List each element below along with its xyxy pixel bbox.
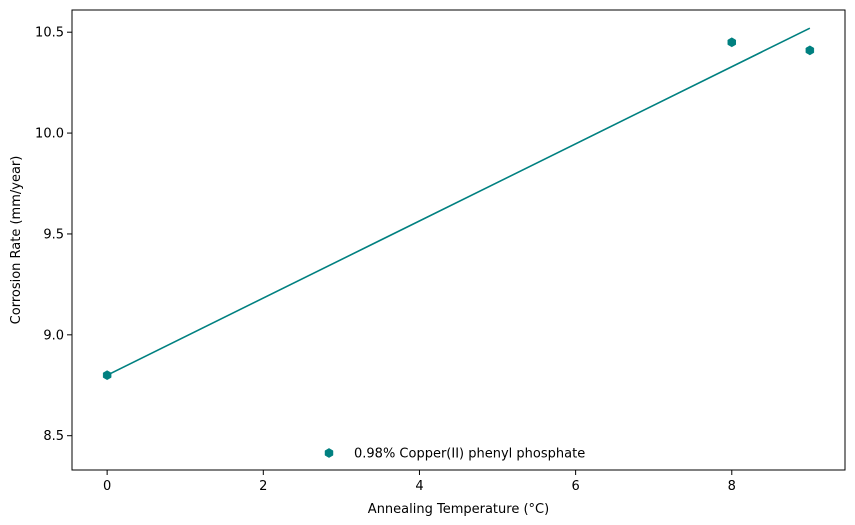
x-tick-label-2: 4: [415, 479, 423, 494]
data-point-0-0: [102, 370, 112, 381]
x-tick-label-1: 2: [259, 479, 267, 494]
data-point-0-2: [805, 45, 815, 56]
legend-marker: [324, 448, 334, 458]
axes: 0 2 4 6 8 8.5 9.0 9.5 10.0 10.5: [35, 9, 846, 494]
plot-area: [102, 27, 815, 381]
y-tick-label-1: 9.0: [43, 328, 64, 343]
legend: 0.98% Copper(II) phenyl phosphate: [324, 447, 585, 462]
axes-frame: [71, 9, 846, 471]
y-tick-label-2: 9.5: [43, 227, 64, 242]
x-axis-label: Annealing Temperature (°C): [368, 502, 549, 517]
y-tick-label-3: 10.0: [35, 127, 64, 142]
legend-label: 0.98% Copper(II) phenyl phosphate: [354, 447, 585, 462]
x-tick-label-4: 8: [728, 479, 736, 494]
y-tick-label-4: 10.5: [35, 26, 64, 41]
x-tick-label-0: 0: [103, 479, 111, 494]
fit-line: [106, 27, 811, 376]
y-axis-label: Corrosion Rate (mm/year): [9, 156, 24, 325]
x-tick-label-3: 6: [571, 479, 579, 494]
data-point-0-1: [727, 37, 737, 48]
y-tick-label-0: 8.5: [43, 429, 64, 444]
